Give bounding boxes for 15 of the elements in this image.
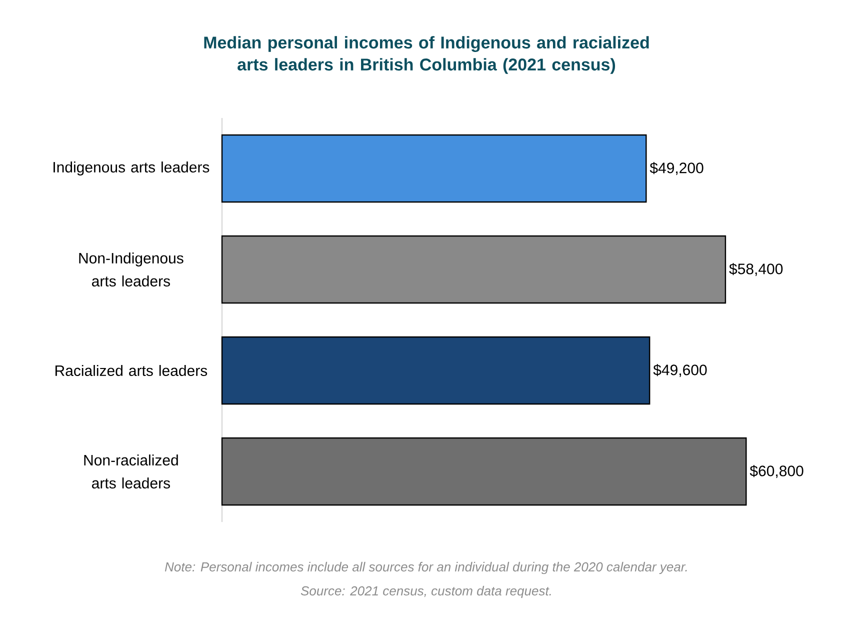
data-label: $49,200 <box>650 162 704 176</box>
bar <box>221 235 726 304</box>
data-label: $49,600 <box>653 364 707 378</box>
data-label: $60,800 <box>750 464 804 478</box>
y-tick-label: Racialized arts leaders <box>55 364 208 376</box>
y-tick-label: Indigenous arts leaders <box>54 162 210 176</box>
y-tick-label: Non-racialized arts leaders <box>84 454 178 489</box>
bar <box>221 437 747 506</box>
data-label: $58,400 <box>729 262 783 276</box>
text: Note: Personal incomes include all sources for an individual during the 2020 calendar year. <box>164 562 687 574</box>
chart-title: Median personal incomes of Indigenous and racialized arts leaders in British Columbia (2021 census) <box>204 36 649 74</box>
source-note: Source: 2021 census, custom data request. <box>300 586 551 598</box>
bar <box>221 134 647 203</box>
y-tick-label: Non-Indigenous arts leaders <box>79 252 184 287</box>
bar <box>221 336 650 405</box>
